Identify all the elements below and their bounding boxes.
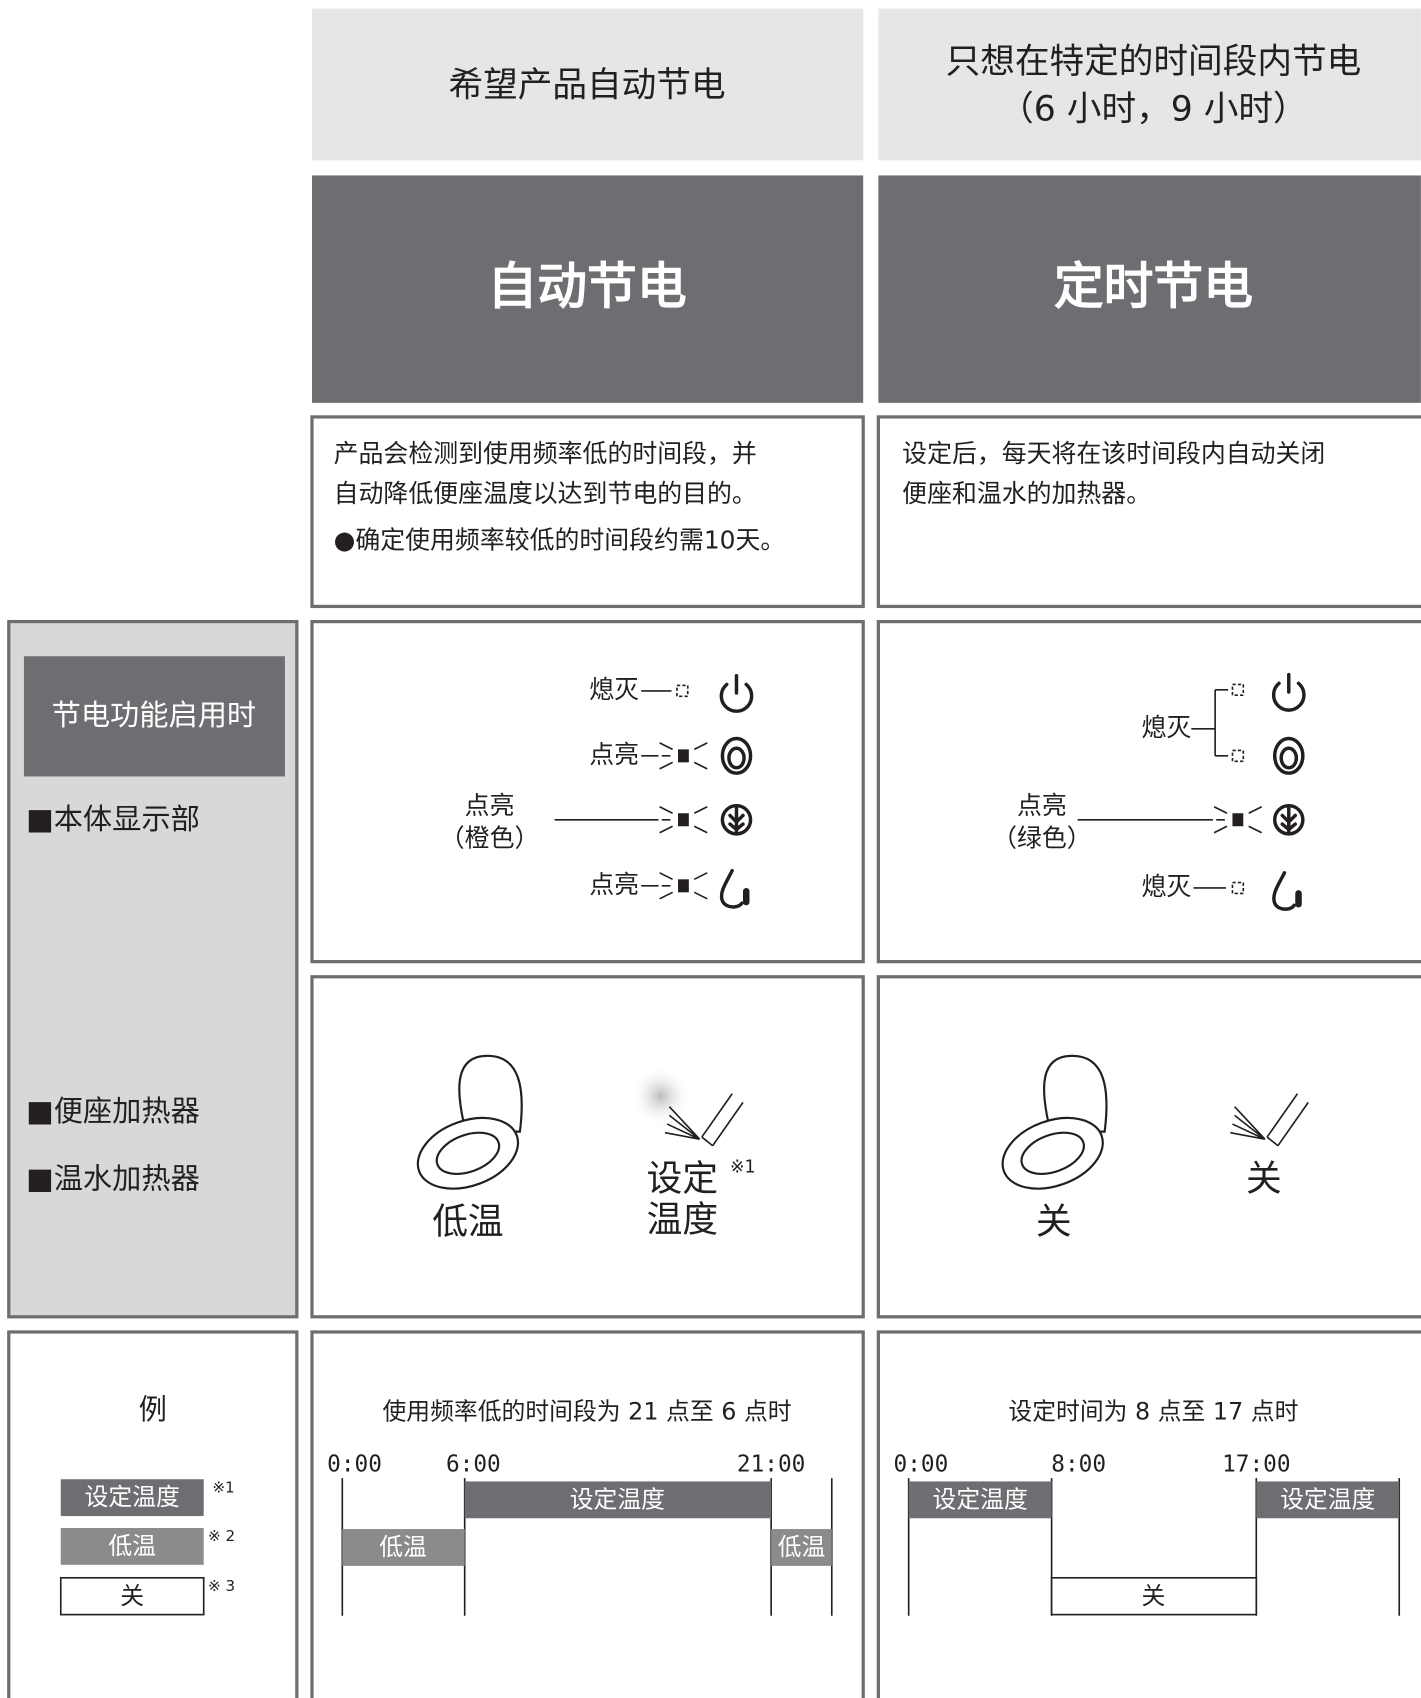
header-cell bbox=[311, 8, 864, 161]
header-text: 希望产品自动节电 bbox=[448, 66, 725, 106]
heater-cell bbox=[310, 975, 865, 1319]
indicator-label: 熄灭 bbox=[589, 675, 639, 704]
bar-label: 设定温度 bbox=[1280, 1485, 1375, 1513]
bar-label: 低温 bbox=[379, 1533, 427, 1561]
heater-state: 低温 bbox=[432, 1202, 503, 1243]
bar-label: 低温 bbox=[778, 1533, 826, 1561]
timeline-bar bbox=[342, 1529, 465, 1566]
heater-state: 温度 bbox=[647, 1200, 718, 1241]
mode-title: 定时节电 bbox=[1054, 258, 1253, 316]
description-cell bbox=[876, 415, 1421, 609]
indicator-label: （橙色） bbox=[440, 823, 540, 852]
indicator-label: 熄灭 bbox=[1142, 872, 1192, 901]
mode-title: 自动节电 bbox=[487, 258, 686, 316]
indicator-label: （绿色） bbox=[992, 823, 1092, 852]
active-label: 节电功能启用时 bbox=[52, 698, 257, 732]
description: 产品会检测到使用频率低的时间段，并 bbox=[334, 439, 757, 468]
bracket bbox=[1191, 689, 1229, 757]
time-label: 8:00 bbox=[1051, 1452, 1106, 1478]
side-label: ■温水加热器 bbox=[26, 1161, 200, 1195]
timeline-bar bbox=[1050, 1576, 1258, 1616]
heater-state: 设定 bbox=[647, 1158, 718, 1199]
bar-label: 设定温度 bbox=[570, 1485, 665, 1513]
indicator-label: 熄灭 bbox=[1142, 713, 1192, 742]
description: 设定后，每天将在该时间段内自动关闭 bbox=[902, 439, 1325, 468]
timeline-bar bbox=[1256, 1481, 1400, 1519]
side-label: ■本体显示部 bbox=[26, 802, 200, 836]
timeline-bar bbox=[908, 1481, 1052, 1519]
timeline-bar bbox=[464, 1481, 772, 1519]
title-cell bbox=[878, 175, 1421, 403]
heater-cell bbox=[876, 975, 1421, 1319]
indicator-label: 点亮 bbox=[589, 740, 639, 769]
time-label: 6:00 bbox=[446, 1452, 501, 1478]
heater-state: 关 bbox=[1246, 1158, 1282, 1199]
example-caption: 设定时间为 8 点至 17 点时 bbox=[1008, 1398, 1298, 1426]
description-cell bbox=[310, 415, 865, 609]
indicator-cell bbox=[876, 619, 1421, 964]
legend-label: 低温 bbox=[108, 1532, 156, 1560]
indicator-label: 点亮 bbox=[1017, 791, 1067, 820]
time-guide bbox=[907, 1478, 1401, 1616]
header-cell bbox=[878, 8, 1421, 161]
legend-swatch bbox=[60, 1527, 204, 1565]
timeline-bar bbox=[771, 1529, 832, 1566]
indicator-label: 点亮 bbox=[465, 791, 515, 820]
indicator-label: 点亮 bbox=[589, 870, 639, 899]
description: 自动降低便座温度以达到节电的目的。 bbox=[334, 479, 757, 508]
legend-label: 关 bbox=[120, 1582, 144, 1610]
legend-mark: ※1 bbox=[212, 1478, 234, 1496]
legend-swatch bbox=[60, 1479, 204, 1517]
bar-label: 设定温度 bbox=[933, 1485, 1028, 1513]
time-label: 21:00 bbox=[737, 1452, 805, 1478]
side-label: ■便座加热器 bbox=[26, 1094, 200, 1128]
example-caption: 使用频率低的时间段为 21 点至 6 点时 bbox=[382, 1398, 791, 1426]
legend-swatch bbox=[59, 1576, 205, 1616]
note: ●确定使用频率较低的时间段约需10天。 bbox=[334, 525, 786, 554]
active-label-box bbox=[23, 656, 285, 777]
example-title: 例 bbox=[139, 1393, 167, 1426]
bar-label: 关 bbox=[1141, 1582, 1165, 1610]
description: 便座和温水的加热器。 bbox=[902, 479, 1151, 508]
header-text: （6 小时，9 小时） bbox=[999, 89, 1308, 129]
time-label: 0:00 bbox=[894, 1452, 949, 1478]
glow bbox=[630, 1065, 692, 1127]
header-text: 只想在特定的时间段内节电 bbox=[946, 42, 1362, 82]
heater-state: 关 bbox=[1036, 1202, 1072, 1243]
time-label: 17:00 bbox=[1222, 1452, 1290, 1478]
time-label: 0:00 bbox=[327, 1452, 382, 1478]
legend-mark: ※ 3 bbox=[208, 1577, 235, 1595]
legend-mark: ※ 2 bbox=[208, 1527, 235, 1545]
footnote-mark: ※1 bbox=[730, 1157, 756, 1177]
legend-label: 设定温度 bbox=[85, 1483, 180, 1511]
indicator-cell bbox=[310, 619, 865, 964]
title-cell bbox=[311, 175, 864, 403]
